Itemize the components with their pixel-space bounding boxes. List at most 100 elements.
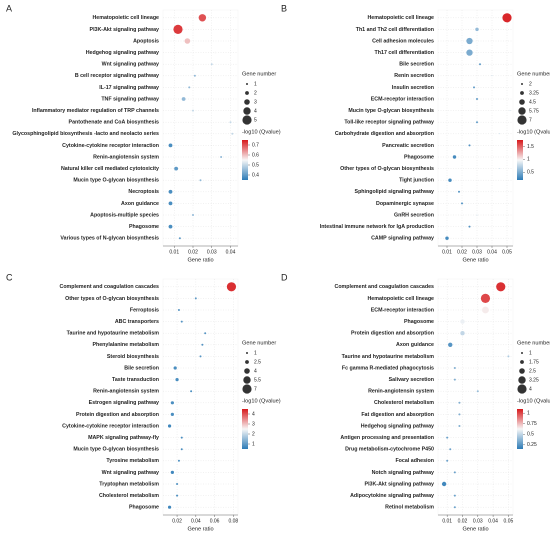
plot-frame <box>437 9 514 247</box>
x-tick-label: 0.02 <box>458 518 468 524</box>
category-label: ECM-receptor interaction <box>371 307 434 313</box>
size-legend-label: 4 <box>254 368 257 374</box>
panel: B Hematopoietic cell lineage Th1 and Th2 c… <box>281 3 550 263</box>
category-label: Protein digestion and absorption <box>76 412 159 418</box>
category-label: ECM-receptor interaction <box>371 96 434 102</box>
color-legend-title: -log10 (Qvalue) <box>242 129 281 135</box>
bubble <box>496 282 506 292</box>
bubble <box>177 309 180 311</box>
size-legend-label: 4.5 <box>529 99 536 105</box>
plot-frame <box>162 278 239 516</box>
bubble <box>476 98 478 100</box>
bubble <box>214 51 217 54</box>
bubble <box>178 237 181 240</box>
bubble <box>170 401 174 405</box>
size-legend-label: 5.5 <box>254 377 261 383</box>
colorbar-tick-label: 0.7 <box>252 142 259 148</box>
bubble <box>460 331 465 336</box>
category-label: Various types of N-glycan biosynthesis <box>60 236 159 242</box>
bubble <box>177 459 180 462</box>
category-label: Hedgehog signaling pathway <box>361 423 434 429</box>
size-legend-marker <box>243 107 251 115</box>
x-tick-label: 0.02 <box>457 249 467 255</box>
bubble <box>170 412 174 416</box>
bubble <box>204 332 207 335</box>
size-legend-marker <box>518 107 526 115</box>
bubble <box>173 24 183 34</box>
category-label: Mucin type O-glycan biosynthesis <box>73 178 159 184</box>
bubble <box>476 214 478 216</box>
bubble <box>199 355 202 358</box>
size-legend-label: 5.75 <box>529 108 539 114</box>
category-label: Hematopoietic cell lineage <box>367 15 434 21</box>
bubble <box>499 133 500 135</box>
colorbar <box>517 140 523 180</box>
category-label: Apoptosis <box>133 38 159 44</box>
category-label: Complement and coagulation cascades <box>335 284 435 290</box>
category-label: Renin secretion <box>394 73 434 79</box>
bubble <box>168 143 173 148</box>
bubble <box>231 132 234 135</box>
category-label: TNF signaling pathway <box>101 96 159 102</box>
category-label: Hematopoietic cell lineage <box>92 15 159 21</box>
bubble <box>180 436 183 439</box>
category-label: B cell receptor signaling pathway <box>75 73 159 79</box>
bubble <box>460 319 465 324</box>
x-tick-label: 0.03 <box>473 518 483 524</box>
category-label: Mucin type O-glycan biosynthesis <box>73 447 159 453</box>
bubble <box>476 121 478 124</box>
bubble <box>468 144 471 147</box>
category-label: Axon guidance <box>396 342 434 348</box>
size-legend-marker <box>521 83 523 85</box>
colorbar-tick-label: 1 <box>527 411 530 417</box>
bubble <box>445 236 449 240</box>
plot-frame <box>437 278 514 516</box>
category-label: Fc gamma R-mediated phagocytosis <box>342 365 434 371</box>
bubble <box>458 413 461 416</box>
bubble <box>184 38 191 44</box>
colorbar-tick-label: 2 <box>252 431 255 437</box>
category-label: Th1 and Th2 cell differentiation <box>356 27 434 33</box>
category-label: Pancreatic secretion <box>382 143 434 149</box>
size-legend-label: 1 <box>529 350 532 356</box>
category-label: IL-17 signaling pathway <box>99 85 159 91</box>
category-label: Natural killer cell mediated cytotoxicit… <box>61 166 159 172</box>
colorbar <box>517 409 523 449</box>
size-legend-label: 1 <box>254 350 257 356</box>
x-axis-title: Gene ratio <box>187 257 213 263</box>
category-label: Pantothenate and CoA biosynthesis <box>69 120 160 126</box>
category-label: Tyrosine metabolism <box>106 458 159 464</box>
panel: A Hematopoietic cell lineage PI3K-Akt sign… <box>6 3 281 263</box>
category-label: Intestinal immune network for IgA produc… <box>320 224 434 230</box>
category-label: ABC transporters <box>115 319 159 325</box>
x-tick-label: 0.04 <box>191 518 201 524</box>
category-label: Renin-angiotensin system <box>93 154 159 160</box>
size-legend-title: Gene number <box>517 71 550 77</box>
category-label: Cholesterol metabolism <box>374 400 434 406</box>
bubble <box>453 367 456 369</box>
colorbar-tick-label: 0.75 <box>527 421 537 427</box>
category-label: Sphingolipid signaling pathway <box>355 189 435 195</box>
bubble <box>448 342 453 347</box>
category-label: Taurine and hypotaurine metabolism <box>342 354 435 360</box>
size-legend-label: 2 <box>529 81 532 87</box>
bubble <box>176 483 179 485</box>
x-tick-label: 0.03 <box>207 249 217 255</box>
colorbar-tick-label: 3 <box>252 421 255 427</box>
category-label: Tight junction <box>399 178 434 184</box>
bubble <box>453 494 456 497</box>
bubble <box>180 320 183 323</box>
size-legend-label: 7 <box>529 117 532 123</box>
bubble <box>448 178 452 182</box>
bubble <box>509 110 511 111</box>
category-label: Phagosome <box>129 224 159 230</box>
bubble <box>473 86 475 89</box>
category-label: Phenylalanine metabolism <box>92 342 159 348</box>
category-label: Other types of O-glycan biosynthesis <box>65 296 159 302</box>
bubble <box>220 156 223 158</box>
category-label: Protein digestion and absorption <box>351 331 434 337</box>
colorbar-tick-label: 1.5 <box>527 144 534 150</box>
bubble <box>192 214 194 216</box>
bubble <box>458 401 461 404</box>
size-legend-label: 3.25 <box>529 90 539 96</box>
